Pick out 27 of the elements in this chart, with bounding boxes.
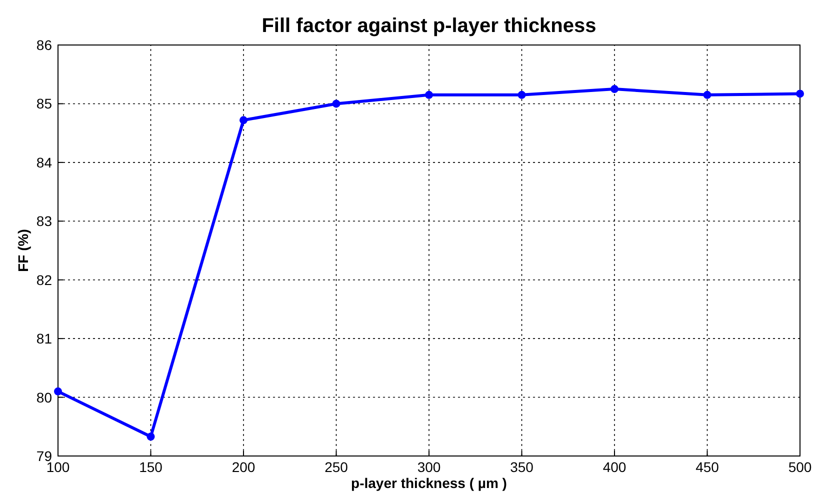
point [54, 387, 62, 396]
y-tick-label: 83 [36, 213, 52, 230]
point [703, 90, 712, 99]
y-tick-label: 86 [36, 37, 52, 53]
y-tick-label: 82 [36, 272, 52, 288]
y-axis-title: FF (%) [15, 229, 31, 272]
x-tick-label: 400 [602, 459, 626, 475]
x-tick-label: 250 [324, 459, 348, 475]
point [610, 85, 618, 94]
y-tick-label: 81 [36, 330, 52, 347]
x-tick-label: 500 [788, 459, 812, 475]
point [425, 90, 433, 99]
point [146, 432, 155, 441]
x-tick-label: 150 [139, 459, 163, 475]
x-tick-label: 200 [232, 459, 256, 475]
x-tick-label: 350 [510, 459, 534, 475]
y-tick-label: 80 [36, 389, 52, 406]
x-axis-title: p-layer thickness ( µm ) [351, 475, 507, 491]
x-tick-label: 450 [696, 459, 720, 475]
y-tick-label: 84 [36, 154, 52, 170]
point [518, 90, 526, 99]
chart-title: Fill factor against p-layer thickness [262, 15, 596, 37]
y-tick-label: 85 [36, 96, 52, 112]
point [332, 100, 340, 108]
point [240, 116, 248, 124]
point [796, 90, 804, 98]
x-tick-label: 300 [417, 459, 441, 475]
